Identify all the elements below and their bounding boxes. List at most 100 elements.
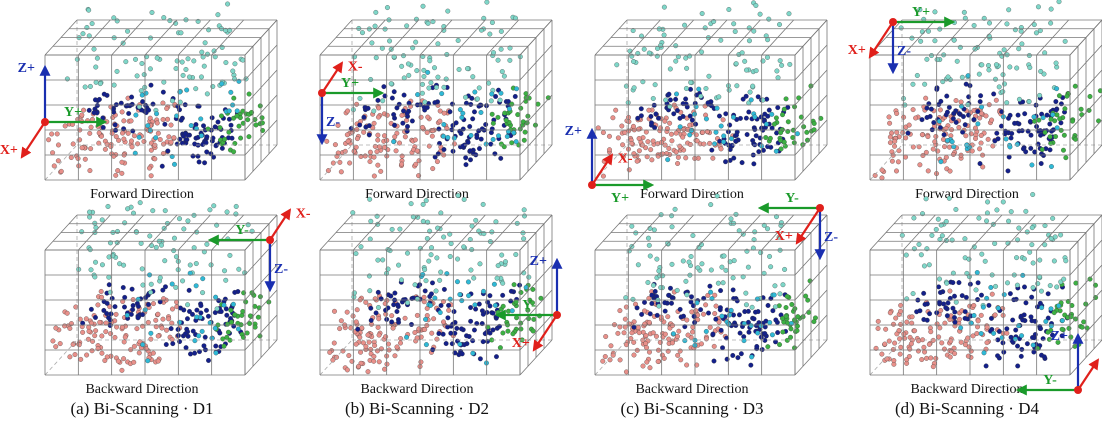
- point: [438, 119, 443, 124]
- point: [524, 91, 529, 96]
- point: [350, 210, 355, 215]
- point: [158, 137, 163, 142]
- point: [784, 305, 789, 310]
- point: [669, 132, 674, 137]
- point: [775, 105, 780, 110]
- point: [510, 308, 515, 313]
- point: [148, 290, 153, 295]
- point: [358, 350, 363, 355]
- point: [503, 259, 508, 264]
- point: [256, 315, 261, 320]
- point: [477, 302, 482, 307]
- point: [170, 341, 175, 346]
- point: [775, 69, 780, 74]
- point: [658, 43, 663, 48]
- point: [456, 38, 461, 43]
- point: [761, 98, 766, 103]
- point: [367, 123, 372, 128]
- point: [192, 245, 197, 250]
- point: [222, 137, 227, 142]
- point: [395, 106, 400, 111]
- point: [603, 334, 608, 339]
- point: [979, 313, 984, 318]
- point: [1061, 277, 1066, 282]
- point: [758, 12, 763, 17]
- point: [438, 310, 443, 315]
- point: [375, 149, 380, 154]
- point: [738, 331, 743, 336]
- point: [925, 57, 930, 62]
- point: [493, 303, 498, 308]
- point: [205, 52, 210, 57]
- point: [887, 115, 892, 120]
- point: [113, 173, 118, 178]
- point: [714, 317, 719, 322]
- caption: (b) Bi-Scanning · D2: [345, 399, 489, 418]
- point: [910, 36, 915, 41]
- point: [736, 355, 741, 360]
- point: [155, 121, 160, 126]
- point: [376, 115, 381, 120]
- point: [733, 29, 738, 34]
- point: [945, 313, 950, 318]
- point: [1021, 147, 1026, 152]
- point: [786, 119, 791, 124]
- point: [241, 58, 246, 63]
- point: [899, 26, 904, 31]
- point: [994, 62, 999, 67]
- point: [773, 283, 778, 288]
- point: [929, 107, 934, 112]
- point: [981, 305, 986, 310]
- point: [175, 142, 180, 147]
- point: [616, 331, 621, 336]
- point: [368, 347, 373, 352]
- point: [206, 314, 211, 319]
- point: [131, 360, 136, 365]
- point: [216, 120, 221, 125]
- point: [410, 119, 415, 124]
- point: [738, 116, 743, 121]
- point: [232, 77, 237, 82]
- point: [928, 329, 933, 334]
- point: [355, 307, 360, 312]
- point: [389, 313, 394, 318]
- point: [501, 331, 506, 336]
- point: [134, 113, 139, 118]
- point: [422, 295, 427, 300]
- point: [338, 160, 343, 165]
- point: [218, 125, 223, 130]
- point: [1054, 61, 1059, 66]
- point: [46, 137, 51, 142]
- point: [729, 308, 734, 313]
- point: [459, 298, 464, 303]
- point: [669, 213, 674, 218]
- point: [1029, 295, 1034, 300]
- point: [491, 50, 496, 55]
- point: [1038, 326, 1043, 331]
- point: [1032, 350, 1037, 355]
- point: [372, 354, 377, 359]
- point: [435, 159, 440, 164]
- point: [642, 47, 647, 52]
- point: [196, 334, 201, 339]
- axis-label: X-: [348, 59, 363, 74]
- point: [951, 116, 956, 121]
- point: [514, 315, 519, 320]
- point: [144, 91, 149, 96]
- axis-arrow: [870, 22, 893, 57]
- point: [962, 10, 967, 15]
- point: [96, 124, 101, 129]
- point: [1056, 303, 1061, 308]
- point: [156, 359, 161, 364]
- point: [135, 142, 140, 147]
- point: [213, 344, 218, 349]
- point: [409, 201, 414, 206]
- point: [631, 124, 636, 129]
- point: [74, 305, 79, 310]
- point: [481, 289, 486, 294]
- point: [93, 98, 98, 103]
- point: [448, 297, 453, 302]
- point: [651, 139, 656, 144]
- point: [1079, 112, 1084, 117]
- point: [1037, 93, 1042, 98]
